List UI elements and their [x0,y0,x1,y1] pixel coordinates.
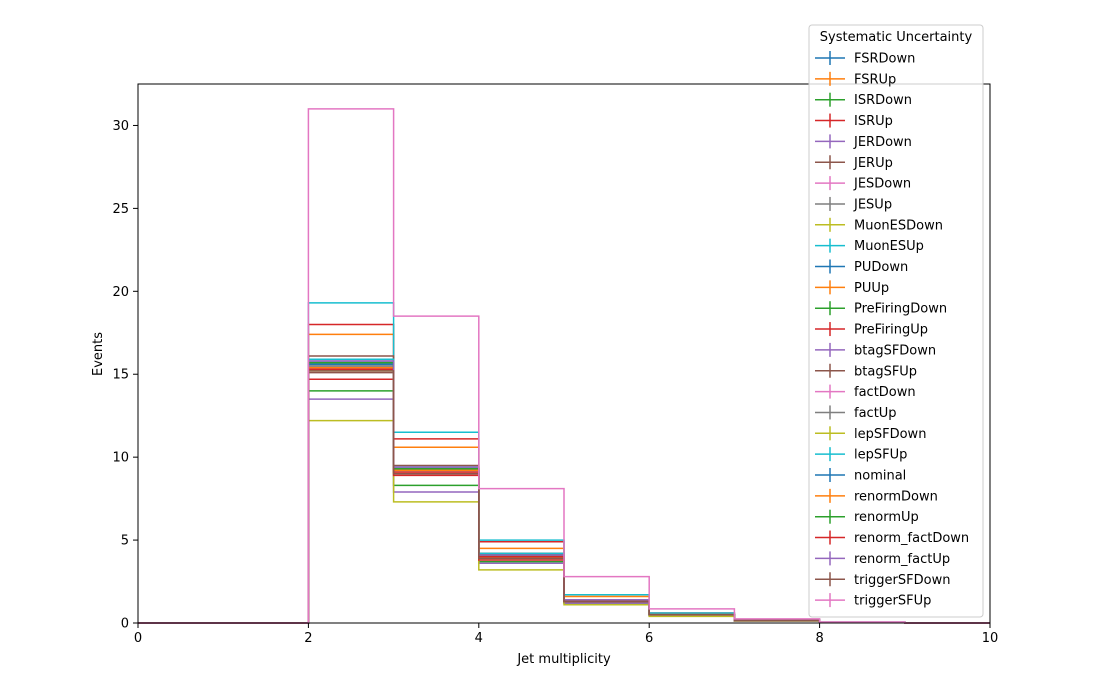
legend-label: triggerSFDown [854,573,950,588]
y-tick-label: 15 [112,368,129,383]
y-tick-label: 20 [112,285,129,300]
y-axis-label: Events [91,332,106,376]
legend-items: FSRDown FSRUp ISRDown ISRUp JERDown JERUp JESD… [815,51,969,609]
x-tick-label: 8 [815,631,823,646]
legend-label: renorm_factUp [854,552,950,567]
legend-item-renormUp: renormUp [815,509,919,525]
x-tick-label: 10 [982,631,999,646]
x-tick-label: 6 [645,631,653,646]
legend-item-MuonESUp: MuonESUp [815,238,924,254]
legend-title: Systematic Uncertainty [820,30,973,45]
legend-item-btagSFUp: btagSFUp [815,363,917,379]
legend-box [808,24,984,618]
legend-label: ISRUp [854,114,893,129]
legend-item-lepSFUp: lepSFUp [815,447,907,463]
legend-label: factUp [854,406,897,421]
legend-label: ISRDown [854,93,912,108]
legend-item-PreFiringUp: PreFiringUp [815,322,928,338]
legend-label: JESDown [853,177,911,192]
legend-item-renorm_factDown: renorm_factDown [815,530,969,546]
legend-label: renormDown [854,489,938,504]
legend-label: JERUp [853,156,893,171]
y-tick-label: 5 [121,534,129,549]
legend-label: renorm_factDown [854,531,969,546]
legend-item-FSRUp: FSRUp [815,71,896,87]
y-tick-label: 0 [121,617,129,632]
legend-item-JESUp: JESUp [815,196,892,212]
legend-label: FSRDown [854,52,915,67]
legend-item-PreFiringDown: PreFiringDown [815,301,947,317]
legend-label: JESUp [853,197,892,212]
legend-item-PUDown: PUDown [815,259,908,275]
legend-item-MuonESDown: MuonESDown [815,217,943,233]
legend-label: PreFiringUp [854,323,928,338]
legend-label: lepSFDown [854,427,926,442]
y-tick-label: 10 [112,451,129,466]
legend-item-ISRUp: ISRUp [815,113,893,129]
x-axis: 0 2 4 6 8 10 [134,623,998,646]
legend-label: btagSFUp [854,364,917,379]
legend-item-triggerSFDown: triggerSFDown [815,572,950,588]
legend-label: PreFiringDown [854,302,947,317]
legend-label: factDown [854,385,916,400]
legend: Systematic Uncertainty FSRDown FSRUp ISRDo… [808,24,984,618]
legend-label: PUUp [854,281,889,296]
legend-item-lepSFDown: lepSFDown [815,426,926,442]
x-tick-label: 4 [475,631,483,646]
legend-label: MuonESDown [854,218,943,233]
plot-frame [137,83,991,624]
y-tick-label: 25 [112,202,129,217]
legend-item-JESDown: JESDown [815,176,911,192]
legend-item-FSRDown: FSRDown [815,51,915,67]
legend-item-JERDown: JERDown [815,134,912,150]
legend-item-ISRDown: ISRDown [815,92,912,108]
x-tick-label: 0 [134,631,142,646]
legend-label: JERDown [853,135,912,150]
legend-label: btagSFDown [854,343,936,358]
legend-item-JERUp: JERUp [815,155,893,171]
y-tick-label: 30 [112,119,129,134]
legend-label: triggerSFUp [854,594,931,609]
legend-label: FSRUp [854,72,896,87]
legend-label: lepSFUp [854,448,907,463]
legend-label: nominal [854,469,906,484]
x-axis-label: Jet multiplicity [516,652,611,667]
legend-item-factDown: factDown [815,384,916,400]
legend-item-triggerSFUp: triggerSFUp [815,593,931,609]
legend-item-PUUp: PUUp [815,280,889,296]
legend-label: renormUp [854,510,919,525]
legend-item-renormDown: renormDown [815,488,938,504]
y-axis: 0 5 10 15 20 25 30 [112,119,138,632]
x-tick-label: 2 [304,631,312,646]
legend-item-nominal: nominal [815,468,906,484]
legend-item-btagSFDown: btagSFDown [815,342,936,358]
legend-label: MuonESUp [854,239,924,254]
series-triggerSFUp [138,108,990,624]
legend-label: PUDown [854,260,908,275]
legend-item-renorm_factUp: renorm_factUp [815,551,950,567]
legend-item-factUp: factUp [815,405,897,421]
